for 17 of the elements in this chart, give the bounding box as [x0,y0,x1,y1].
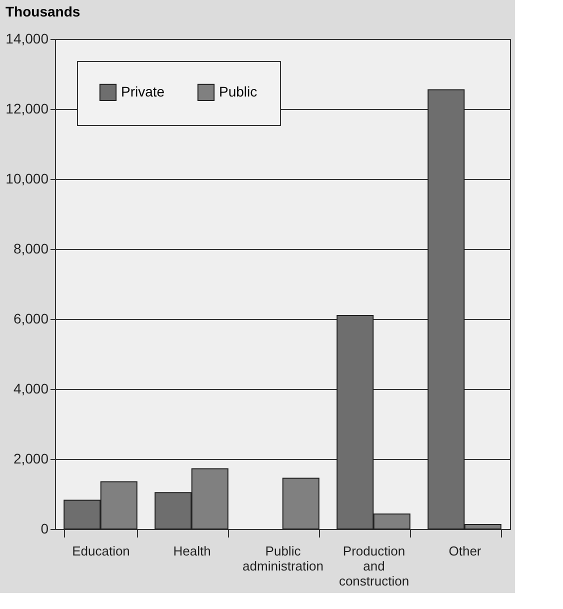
y-tick-label: 8,000 [13,240,49,256]
y-tick-label: 10,000 [6,170,49,186]
bar [282,478,320,530]
x-tick-label: Public administration [242,544,324,574]
y-tick-label: 0 [40,520,49,536]
x-tick-label: Health [173,544,211,558]
y-axis-title: Thousands [6,4,80,20]
x-tick-label: Production and construction [338,544,410,588]
y-tick-label: 14,000 [6,30,49,46]
y-tick-label: 4,000 [13,380,49,396]
x-tick-label: Education [72,544,130,558]
legend-label: Private [121,83,165,100]
y-tick-label: 2,000 [13,450,49,466]
y-tick-label: 12,000 [6,100,49,116]
legend-label: Public [219,83,258,100]
y-tick-label: 6,000 [13,310,49,326]
x-tick-label: Other [448,544,482,558]
